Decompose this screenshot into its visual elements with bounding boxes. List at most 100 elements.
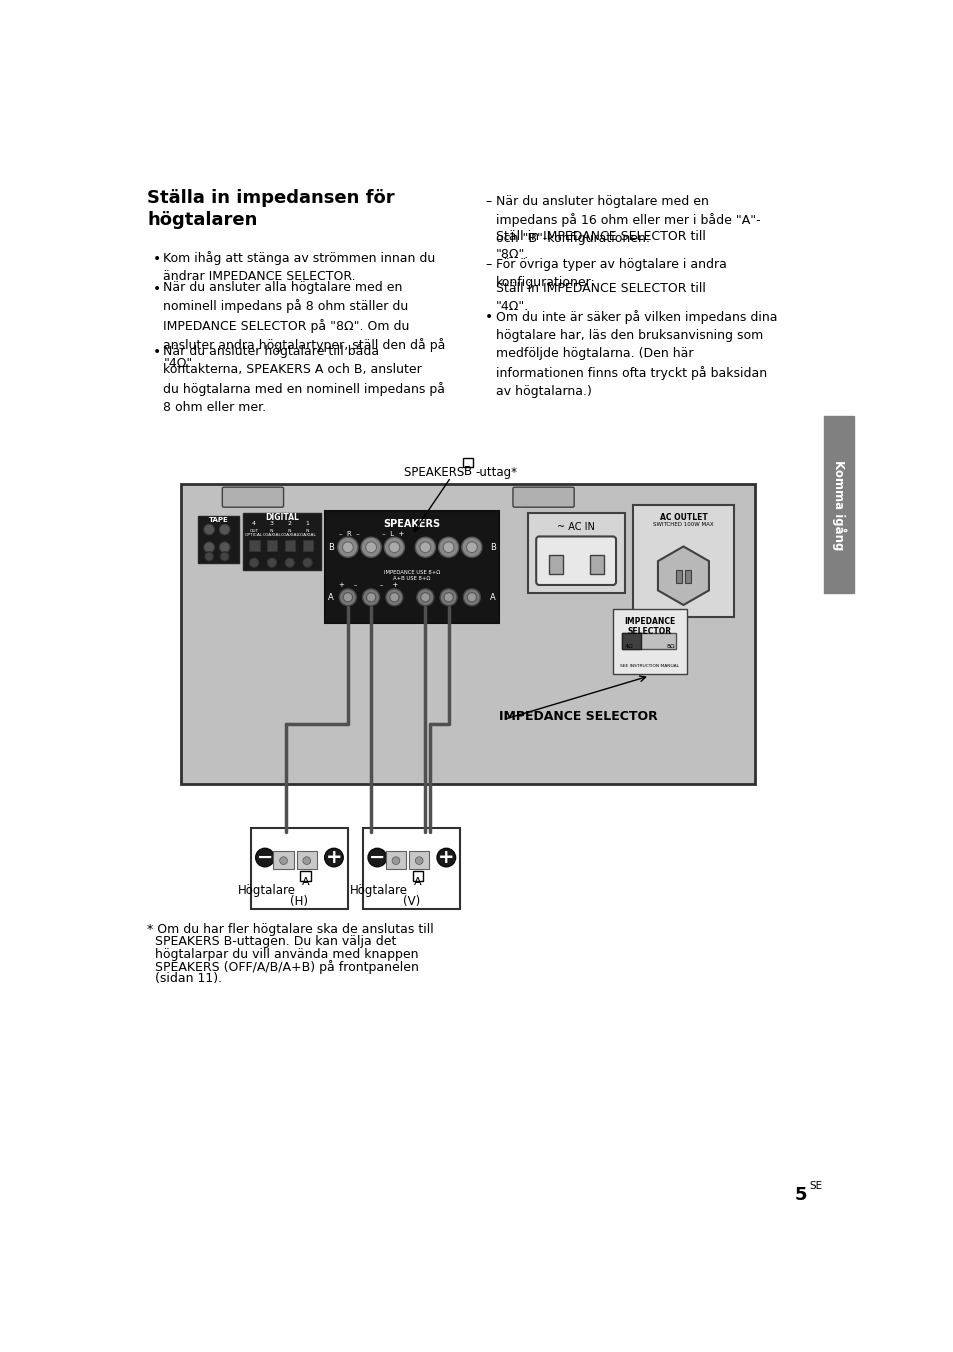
Text: 2: 2 <box>288 521 292 526</box>
Text: –  R  –          –  L  +: – R – – L + <box>338 531 404 537</box>
Circle shape <box>390 592 398 602</box>
Circle shape <box>439 589 456 606</box>
Bar <box>633 504 733 617</box>
Circle shape <box>220 552 229 561</box>
Text: 4Ω: 4Ω <box>624 645 633 649</box>
Text: −: − <box>369 848 385 867</box>
Circle shape <box>324 848 343 867</box>
Text: –: – <box>484 195 491 208</box>
Circle shape <box>466 542 476 553</box>
Text: SE: SE <box>808 1180 821 1191</box>
Text: •: • <box>484 311 493 324</box>
Text: IN
COAXIAL: IN COAXIAL <box>262 529 281 537</box>
Text: –: – <box>484 258 491 272</box>
Circle shape <box>342 542 353 553</box>
Circle shape <box>443 542 454 553</box>
Text: När du ansluter högtalare till båda
kontakterna, SPEAKERS A och B, ansluter
du h: När du ansluter högtalare till båda kont… <box>163 345 445 414</box>
Circle shape <box>303 558 312 568</box>
Text: +: + <box>325 848 342 867</box>
Text: −: − <box>256 848 273 867</box>
Bar <box>463 458 473 468</box>
Bar <box>303 541 313 552</box>
Circle shape <box>415 537 435 557</box>
Circle shape <box>385 589 402 606</box>
Text: (sidan 11).: (sidan 11). <box>147 972 222 986</box>
Circle shape <box>337 537 357 557</box>
Text: ~ AC IN: ~ AC IN <box>557 522 595 531</box>
Text: •: • <box>153 251 161 265</box>
Circle shape <box>303 857 311 864</box>
Bar <box>249 541 259 552</box>
Text: Ställa in impedansen för
högtalaren: Ställa in impedansen för högtalaren <box>147 189 395 230</box>
Text: A: A <box>490 592 496 602</box>
Text: B: B <box>463 465 472 477</box>
Text: IN
COAXIAL: IN COAXIAL <box>280 529 299 537</box>
Text: När du ansluter alla högtalare med en
nominell impedans på 8 ohm ställer du
IMPE: När du ansluter alla högtalare med en no… <box>163 281 445 370</box>
Text: SPEAKERS: SPEAKERS <box>383 519 440 529</box>
Circle shape <box>249 558 258 568</box>
Circle shape <box>366 592 375 602</box>
Circle shape <box>362 589 379 606</box>
Text: SPEAKERS B-uttagen. Du kan välja det: SPEAKERS B-uttagen. Du kan välja det <box>147 936 396 948</box>
Text: 3: 3 <box>270 521 274 526</box>
Text: •: • <box>153 281 161 296</box>
Bar <box>300 872 311 882</box>
Circle shape <box>279 857 287 864</box>
Circle shape <box>368 848 386 867</box>
Bar <box>684 569 691 584</box>
Bar <box>181 484 754 784</box>
Circle shape <box>392 857 399 864</box>
Text: högtalarpar du vill använda med knappen: högtalarpar du vill använda med knappen <box>147 948 418 961</box>
Circle shape <box>438 537 458 557</box>
Circle shape <box>419 542 431 553</box>
Bar <box>385 850 406 869</box>
Circle shape <box>420 592 430 602</box>
Text: Högtalare: Högtalare <box>237 884 295 896</box>
Text: A: A <box>301 877 309 887</box>
Text: När du ansluter högtalare med en
impedans på 16 ohm eller mer i både "A"-
och "B: När du ansluter högtalare med en impedan… <box>496 195 760 245</box>
Circle shape <box>255 848 274 867</box>
Bar <box>198 516 238 562</box>
Text: * Om du har fler högtalare ska de anslutas till: * Om du har fler högtalare ska de anslut… <box>147 923 434 936</box>
Bar <box>267 541 277 552</box>
Text: IMPEDANCE SELECTOR: IMPEDANCE SELECTOR <box>498 711 657 723</box>
Text: DIGITAL: DIGITAL <box>265 514 298 522</box>
FancyBboxPatch shape <box>536 537 616 585</box>
Text: SWITCHED 100W MAX: SWITCHED 100W MAX <box>653 522 713 527</box>
Circle shape <box>219 542 230 553</box>
Text: B: B <box>328 542 334 552</box>
Text: Kom ihåg att stänga av strömmen innan du
ändrar IMPEDANCE SELECTOR.: Kom ihåg att stänga av strömmen innan du… <box>163 250 436 283</box>
Bar <box>274 850 294 869</box>
Text: •: • <box>153 345 161 360</box>
Circle shape <box>204 525 214 535</box>
Bar <box>296 850 316 869</box>
Circle shape <box>285 558 294 568</box>
Circle shape <box>343 592 353 602</box>
Text: AC OUTLET: AC OUTLET <box>659 512 706 522</box>
Circle shape <box>416 589 434 606</box>
Text: B: B <box>489 542 496 552</box>
Text: A: A <box>328 592 334 602</box>
Bar <box>823 416 853 594</box>
Circle shape <box>204 542 214 553</box>
Bar <box>363 829 459 909</box>
Text: OUT
OPTICAL: OUT OPTICAL <box>245 529 263 537</box>
Text: Högtalare: Högtalare <box>350 884 408 896</box>
Text: 8Ω: 8Ω <box>666 645 675 649</box>
Circle shape <box>467 592 476 602</box>
Text: Komma igång: Komma igång <box>831 460 845 550</box>
Text: Om du inte är säker på vilken impedans dina
högtalare har, läs den bruksanvisnin: Om du inte är säker på vilken impedans d… <box>496 311 777 397</box>
Bar <box>612 608 686 675</box>
Circle shape <box>384 537 404 557</box>
Bar <box>548 554 562 575</box>
FancyBboxPatch shape <box>513 487 574 507</box>
Bar <box>675 569 681 584</box>
Text: +: + <box>437 848 454 867</box>
Text: IN
COAXIAL: IN COAXIAL <box>298 529 316 537</box>
Text: A: A <box>414 877 421 887</box>
Circle shape <box>389 542 399 553</box>
Text: TAPE: TAPE <box>209 518 228 523</box>
Polygon shape <box>658 546 708 604</box>
Circle shape <box>461 537 481 557</box>
Circle shape <box>463 589 480 606</box>
